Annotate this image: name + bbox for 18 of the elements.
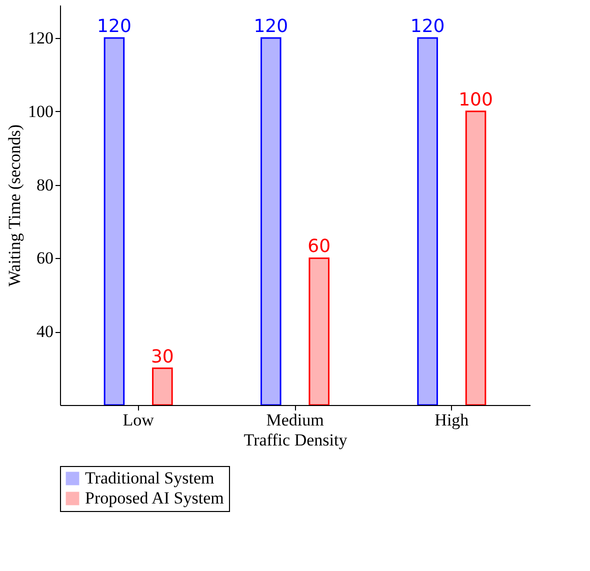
y-tick-label: 60 xyxy=(36,248,54,268)
y-tick-label: 40 xyxy=(36,322,54,342)
data-label: 30 xyxy=(150,346,174,368)
x-tick-label: Medium xyxy=(266,410,324,430)
x-axis-title: Traffic Density xyxy=(244,430,348,450)
legend-label: Traditional System xyxy=(85,468,214,488)
y-axis-title: Waiting Time (seconds) xyxy=(5,124,24,287)
y-tick-label: 80 xyxy=(36,175,54,194)
data-label: 100 xyxy=(458,89,493,110)
x-tick-label: High xyxy=(434,410,470,430)
data-label: 120 xyxy=(410,16,445,38)
legend-label: Proposed AI System xyxy=(85,488,224,508)
x-tick-label: Low xyxy=(122,410,155,430)
y-tick-label: 100 xyxy=(28,102,54,121)
data-label: 120 xyxy=(254,16,288,38)
data-label: 60 xyxy=(308,236,331,258)
data-label: 120 xyxy=(97,16,132,38)
y-tick-label: 120 xyxy=(28,28,54,48)
